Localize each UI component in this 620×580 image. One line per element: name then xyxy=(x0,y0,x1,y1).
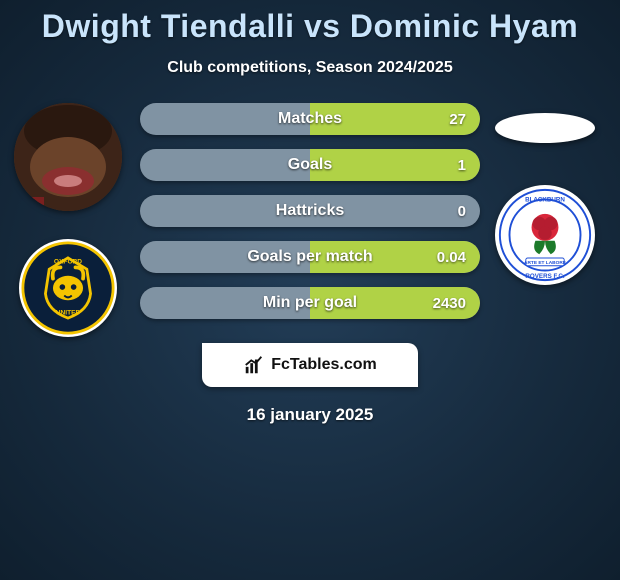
page-title: Dwight Tiendalli vs Dominic Hyam xyxy=(0,0,620,45)
stat-value-right: 1 xyxy=(458,157,466,174)
stat-label: Goals xyxy=(288,156,332,174)
avatar-placeholder-icon xyxy=(14,103,122,211)
right-player-column: ARTE ET LABORE BLACKBURN ROVERS F.C. xyxy=(490,103,600,285)
footer-brand-badge: FcTables.com xyxy=(202,343,418,387)
blackburn-rovers-icon: ARTE ET LABORE BLACKBURN ROVERS F.C. xyxy=(497,187,593,283)
stat-value-right: 0 xyxy=(458,203,466,220)
stats-list: Matches 27 Goals 1 Hattricks 0 Goals per… xyxy=(140,103,480,319)
stat-value-right: 27 xyxy=(449,111,466,128)
stat-value-right: 0.04 xyxy=(437,249,466,266)
right-player-avatar xyxy=(495,113,595,143)
svg-text:BLACKBURN: BLACKBURN xyxy=(525,196,565,203)
comparison-container: OXFORD UNITED ARTE ET LABORE BLACKBURN R… xyxy=(0,103,620,319)
stat-value-right: 2430 xyxy=(433,295,466,312)
date-text: 16 january 2025 xyxy=(0,405,620,425)
stat-label: Goals per match xyxy=(247,248,372,266)
stat-row-matches: Matches 27 xyxy=(140,103,480,135)
svg-text:ROVERS F.C.: ROVERS F.C. xyxy=(525,273,564,280)
left-player-avatar xyxy=(14,103,122,211)
oxford-united-icon: OXFORD UNITED xyxy=(21,241,115,335)
svg-text:UNITED: UNITED xyxy=(56,309,81,316)
subtitle: Club competitions, Season 2024/2025 xyxy=(0,59,620,77)
svg-text:ARTE ET LABORE: ARTE ET LABORE xyxy=(524,260,566,266)
stat-label: Min per goal xyxy=(263,294,357,312)
stat-row-hattricks: Hattricks 0 xyxy=(140,195,480,227)
stat-label: Matches xyxy=(278,110,342,128)
stat-row-min-per-goal: Min per goal 2430 xyxy=(140,287,480,319)
right-team-logo: ARTE ET LABORE BLACKBURN ROVERS F.C. xyxy=(495,185,595,285)
left-player-column: OXFORD UNITED xyxy=(8,103,128,337)
stat-row-goals-per-match: Goals per match 0.04 xyxy=(140,241,480,273)
chart-icon xyxy=(243,354,265,376)
stat-label: Hattricks xyxy=(276,202,344,220)
footer-brand-text: FcTables.com xyxy=(271,356,377,374)
stat-row-goals: Goals 1 xyxy=(140,149,480,181)
left-team-logo: OXFORD UNITED xyxy=(19,239,117,337)
svg-text:OXFORD: OXFORD xyxy=(54,259,82,266)
stat-fill-right xyxy=(310,149,480,181)
